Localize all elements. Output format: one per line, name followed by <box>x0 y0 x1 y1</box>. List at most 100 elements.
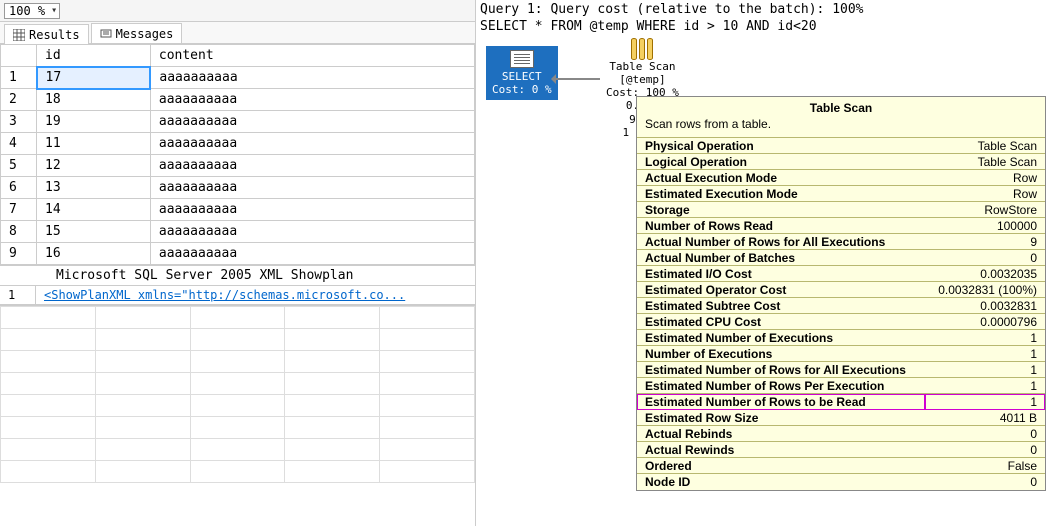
table-row[interactable]: 613aaaaaaaaaa <box>1 177 475 199</box>
table-row[interactable]: 319aaaaaaaaaa <box>1 111 475 133</box>
tooltip-prop-value: 0.0000796 <box>925 314 1045 330</box>
empty-cell <box>95 373 190 395</box>
tooltip-prop-value: Row <box>925 186 1045 202</box>
cell-content[interactable]: aaaaaaaaaa <box>150 133 474 155</box>
empty-cell <box>190 395 285 417</box>
cell-id[interactable]: 17 <box>37 67 151 89</box>
rownum-header[interactable] <box>1 45 37 67</box>
empty-cell <box>380 351 475 373</box>
showplan-xml-link[interactable]: <ShowPlanXML xmlns="http://schemas.micro… <box>36 286 413 304</box>
zoom-bar: 100 % <box>0 0 475 22</box>
table-row[interactable]: 117aaaaaaaaaa <box>1 67 475 89</box>
empty-cell <box>190 461 285 483</box>
rownum-cell[interactable]: 8 <box>1 221 37 243</box>
cell-id[interactable]: 13 <box>37 177 151 199</box>
cell-id[interactable]: 18 <box>37 89 151 111</box>
tooltip-prop-value: Table Scan <box>925 154 1045 170</box>
tooltip-prop-value: 0 <box>925 442 1045 458</box>
tooltip-prop-key: Actual Number of Batches <box>637 250 925 266</box>
empty-cell <box>285 329 380 351</box>
tooltip-prop-key: Estimated Subtree Cost <box>637 298 925 314</box>
cell-content[interactable]: aaaaaaaaaa <box>150 155 474 177</box>
tab-messages-label: Messages <box>116 27 174 41</box>
cell-id[interactable]: 14 <box>37 199 151 221</box>
empty-cell <box>95 329 190 351</box>
rownum-cell[interactable]: 5 <box>1 155 37 177</box>
empty-cell <box>285 351 380 373</box>
empty-cell <box>190 439 285 461</box>
cell-id[interactable]: 19 <box>37 111 151 133</box>
cell-content[interactable]: aaaaaaaaaa <box>150 221 474 243</box>
table-row[interactable]: 815aaaaaaaaaa <box>1 221 475 243</box>
empty-cell <box>285 395 380 417</box>
tooltip-prop-value: 1 <box>925 346 1045 362</box>
empty-cell <box>190 373 285 395</box>
table-row[interactable]: 714aaaaaaaaaa <box>1 199 475 221</box>
tooltip-prop-key: Ordered <box>637 458 925 474</box>
scan-label: Table Scan <box>606 60 679 73</box>
col-id[interactable]: id <box>37 45 151 67</box>
tab-results[interactable]: Results <box>4 24 89 44</box>
table-row[interactable]: 411aaaaaaaaaa <box>1 133 475 155</box>
tab-strip: Results Messages <box>0 22 475 44</box>
tooltip-prop-key: Estimated I/O Cost <box>637 266 925 282</box>
left-pane: 100 % Results Messages id content 117aaa… <box>0 0 476 526</box>
tooltip-prop-row: Actual Rewinds0 <box>637 442 1045 458</box>
empty-cell <box>380 307 475 329</box>
plan-arrow <box>552 78 600 80</box>
tooltip-prop-row: OrderedFalse <box>637 458 1045 474</box>
operator-tooltip: Table Scan Scan rows from a table. Physi… <box>636 96 1046 491</box>
tooltip-prop-row: Estimated Execution ModeRow <box>637 186 1045 202</box>
table-row[interactable]: 512aaaaaaaaaa <box>1 155 475 177</box>
empty-cell <box>380 329 475 351</box>
tooltip-prop-row: Estimated Number of Executions1 <box>637 330 1045 346</box>
zoom-value[interactable]: 100 % <box>4 3 60 19</box>
grid-icon <box>13 29 25 41</box>
results-grid-wrap[interactable]: id content 117aaaaaaaaaa218aaaaaaaaaa319… <box>0 44 475 265</box>
tab-messages[interactable]: Messages <box>91 23 183 43</box>
tooltip-prop-key: Estimated Number of Rows Per Execution <box>637 378 925 394</box>
rownum-cell[interactable]: 9 <box>1 243 37 265</box>
tooltip-prop-row: StorageRowStore <box>637 202 1045 218</box>
cell-id[interactable]: 15 <box>37 221 151 243</box>
cell-content[interactable]: aaaaaaaaaa <box>150 199 474 221</box>
showplan-header: Microsoft SQL Server 2005 XML Showplan <box>0 265 475 286</box>
empty-cell <box>1 439 96 461</box>
cell-content[interactable]: aaaaaaaaaa <box>150 243 474 265</box>
cell-content[interactable]: aaaaaaaaaa <box>150 177 474 199</box>
cell-id[interactable]: 11 <box>37 133 151 155</box>
rownum-cell[interactable]: 3 <box>1 111 37 133</box>
tooltip-prop-key: Estimated Execution Mode <box>637 186 925 202</box>
tooltip-prop-value: False <box>925 458 1045 474</box>
tooltip-prop-key: Actual Execution Mode <box>637 170 925 186</box>
rownum-cell[interactable]: 4 <box>1 133 37 155</box>
cell-id[interactable]: 12 <box>37 155 151 177</box>
tooltip-prop-value: RowStore <box>925 202 1045 218</box>
table-row[interactable]: 916aaaaaaaaaa <box>1 243 475 265</box>
tooltip-prop-key: Logical Operation <box>637 154 925 170</box>
rownum-cell[interactable]: 1 <box>1 67 37 89</box>
rownum-cell[interactable]: 2 <box>1 89 37 111</box>
empty-cell <box>95 417 190 439</box>
tooltip-prop-key: Estimated Number of Rows to be Read <box>637 394 925 410</box>
tooltip-prop-row: Actual Execution ModeRow <box>637 170 1045 186</box>
empty-cell <box>1 461 96 483</box>
cell-content[interactable]: aaaaaaaaaa <box>150 111 474 133</box>
table-row[interactable]: 218aaaaaaaaaa <box>1 89 475 111</box>
select-cost: Cost: 0 % <box>492 83 552 96</box>
empty-cell <box>380 439 475 461</box>
cell-id[interactable]: 16 <box>37 243 151 265</box>
empty-cell <box>285 439 380 461</box>
zoom-dropdown[interactable]: 100 % <box>4 4 60 18</box>
rownum-cell[interactable]: 7 <box>1 199 37 221</box>
tooltip-prop-value: 0 <box>925 474 1045 490</box>
query-line1: Query 1: Query cost (relative to the bat… <box>480 2 864 17</box>
empty-cell <box>1 307 96 329</box>
tooltip-props: Physical OperationTable ScanLogical Oper… <box>637 137 1045 490</box>
col-content[interactable]: content <box>150 45 474 67</box>
rownum-cell[interactable]: 6 <box>1 177 37 199</box>
cell-content[interactable]: aaaaaaaaaa <box>150 89 474 111</box>
tooltip-prop-key: Storage <box>637 202 925 218</box>
cell-content[interactable]: aaaaaaaaaa <box>150 67 474 89</box>
showplan-row[interactable]: 1 <ShowPlanXML xmlns="http://schemas.mic… <box>0 286 475 305</box>
